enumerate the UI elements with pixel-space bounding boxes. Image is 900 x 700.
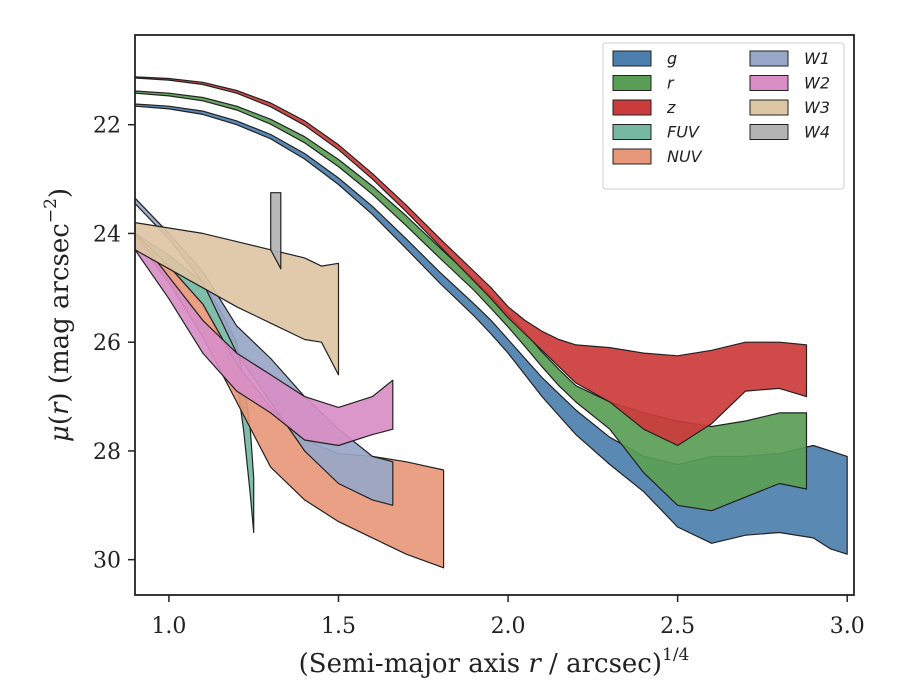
legend-label-nuv: NUV [667,147,703,166]
band-w4 [270,192,282,270]
y-tick-label: 30 [93,549,121,574]
legend-label-w3: W3 [804,98,830,117]
band-w2 [135,232,394,447]
legend-swatch-z [612,99,652,116]
x-axis-ticks: 1.0 1.5 2.0 2.5 3.0 [151,595,865,639]
x-tick-label: 2.0 [491,614,526,639]
legend-label-w2: W2 [804,74,830,93]
legend-swatch-w4 [749,124,789,140]
legend-swatch-fuv [612,124,652,140]
legend-label-r: r [667,74,675,93]
legend-swatch-w1 [749,50,789,67]
x-tick-label: 3.0 [830,614,865,639]
band-z [135,76,808,447]
legend-swatch-r [612,75,652,91]
x-tick-label: 1.0 [151,614,186,639]
band-w3 [135,222,340,376]
legend-label-w4: W4 [804,123,830,142]
y-axis-title: μ(r) (mag arcsec−2) [41,188,75,442]
legend-swatch-nuv [612,148,652,165]
legend-swatch-w3 [749,99,789,116]
y-tick-label: 26 [93,331,121,356]
y-tick-label: 24 [93,222,121,247]
x-tick-label: 2.5 [660,614,695,639]
legend-label-w1: W1 [804,49,830,68]
x-tick-label: 1.5 [321,614,356,639]
legend-swatch-w2 [749,75,789,91]
x-axis-title: (Semi-major axis r / arcsec)1/4 [299,645,690,679]
legend-label-fuv: FUV [667,123,700,142]
legend-label-z: z [666,98,676,117]
band-g [135,103,848,555]
legend-swatch-g [612,50,652,67]
y-tick-label: 22 [93,114,121,139]
plot-frame [134,34,855,596]
legend-label-g: g [667,49,677,68]
profile-bands [135,76,848,569]
y-axis-ticks: 22 24 26 28 30 [93,114,135,574]
band-r [135,90,808,512]
y-tick-label: 28 [93,440,121,465]
legend: grz FUV NUV W1 W2 W3 W4 [602,42,845,190]
